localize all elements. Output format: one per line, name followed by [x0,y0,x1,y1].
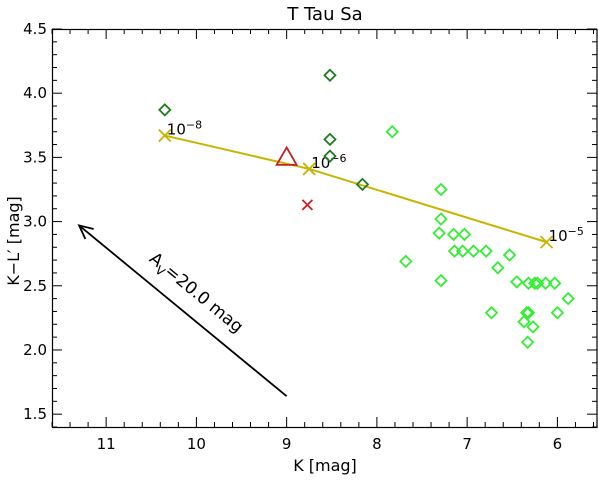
bright-green-diamond [457,227,472,242]
bright-green-diamond [520,335,535,350]
y-tick-label: 2.5 [23,277,47,295]
model-track-label: 10−6 [311,152,346,172]
x-tick-label: 8 [372,435,382,453]
model-cross-stroke [158,128,172,143]
model-track-label: 10−8 [167,119,202,139]
model-track: 10−8 10−6 10−5 [158,119,584,249]
bright-green-diamond [398,254,413,269]
y-tick-label: 4.0 [23,84,47,102]
axes: 11 10 9 8 7 6 1.5 2.0 2.5 3.0 3.5 4.0 4.5 [23,20,598,453]
bright-green-diamond [446,227,461,242]
model-track-marker [302,162,316,176]
bright-green-diamond [432,226,446,240]
bright-green-diamond [502,248,517,262]
y-tick-label: 1.5 [23,405,47,423]
extinction-arrow: AV=20.0 mag [77,224,288,397]
dark-green-diamond [323,132,337,147]
target-cross-stroke [301,199,314,211]
x-tick-label: 7 [462,435,472,453]
bright-green-diamond [491,261,505,275]
bright-green-diamond [484,305,499,320]
dark-green-diamond [158,103,172,117]
dark-green-diamond [355,177,370,192]
arrow-label: AV=20.0 mag [143,249,247,340]
model-cross-stroke [539,235,554,249]
data-points [158,68,575,350]
model-track-line [164,134,547,244]
target-triangle [275,145,299,166]
bright-green-diamond [526,320,540,334]
bright-green-diamond [385,124,400,139]
bright-green-diamond [538,276,553,290]
plot-frame [51,28,598,429]
y-tick-label: 3.0 [23,213,47,231]
bright-green-diamond [561,291,575,306]
bright-green-diamond [434,273,448,288]
y-tick-label: 3.5 [23,148,47,166]
x-axis-label: K [mag] [293,456,357,475]
bright-green-diamond [434,212,448,226]
bright-green-diamond [528,276,542,290]
bright-green-diamond [550,305,565,320]
bright-green-diamond [521,305,536,320]
y-axis-label: K−L′ [mag] [4,196,23,286]
model-track-marker [539,235,554,249]
bright-green-diamond [479,244,493,258]
target-cross [301,199,314,211]
model-track-marker [158,128,172,143]
model-track-label: 10−5 [549,225,584,245]
bright-green-diamond [517,314,531,329]
x-tick-label: 10 [187,435,206,453]
y-tick-label: 2.0 [23,341,47,359]
bright-green-diamond [510,275,524,289]
bright-green-diamond [466,244,481,258]
dark-green-diamond [323,149,337,163]
chart-title: T Tau Sa [286,4,362,25]
model-cross-stroke [302,162,316,176]
x-tick-label: 6 [553,435,563,453]
dark-green-diamond [323,68,337,82]
bright-green-diamond [455,244,470,258]
bright-green-diamond [434,182,448,197]
arrow-head [77,224,94,240]
y-tick-label: 4.5 [23,20,47,38]
bright-green-diamond [547,276,562,290]
x-tick-label: 9 [282,435,292,453]
x-tick-label: 11 [97,435,116,453]
arrow-shaft [78,224,288,397]
